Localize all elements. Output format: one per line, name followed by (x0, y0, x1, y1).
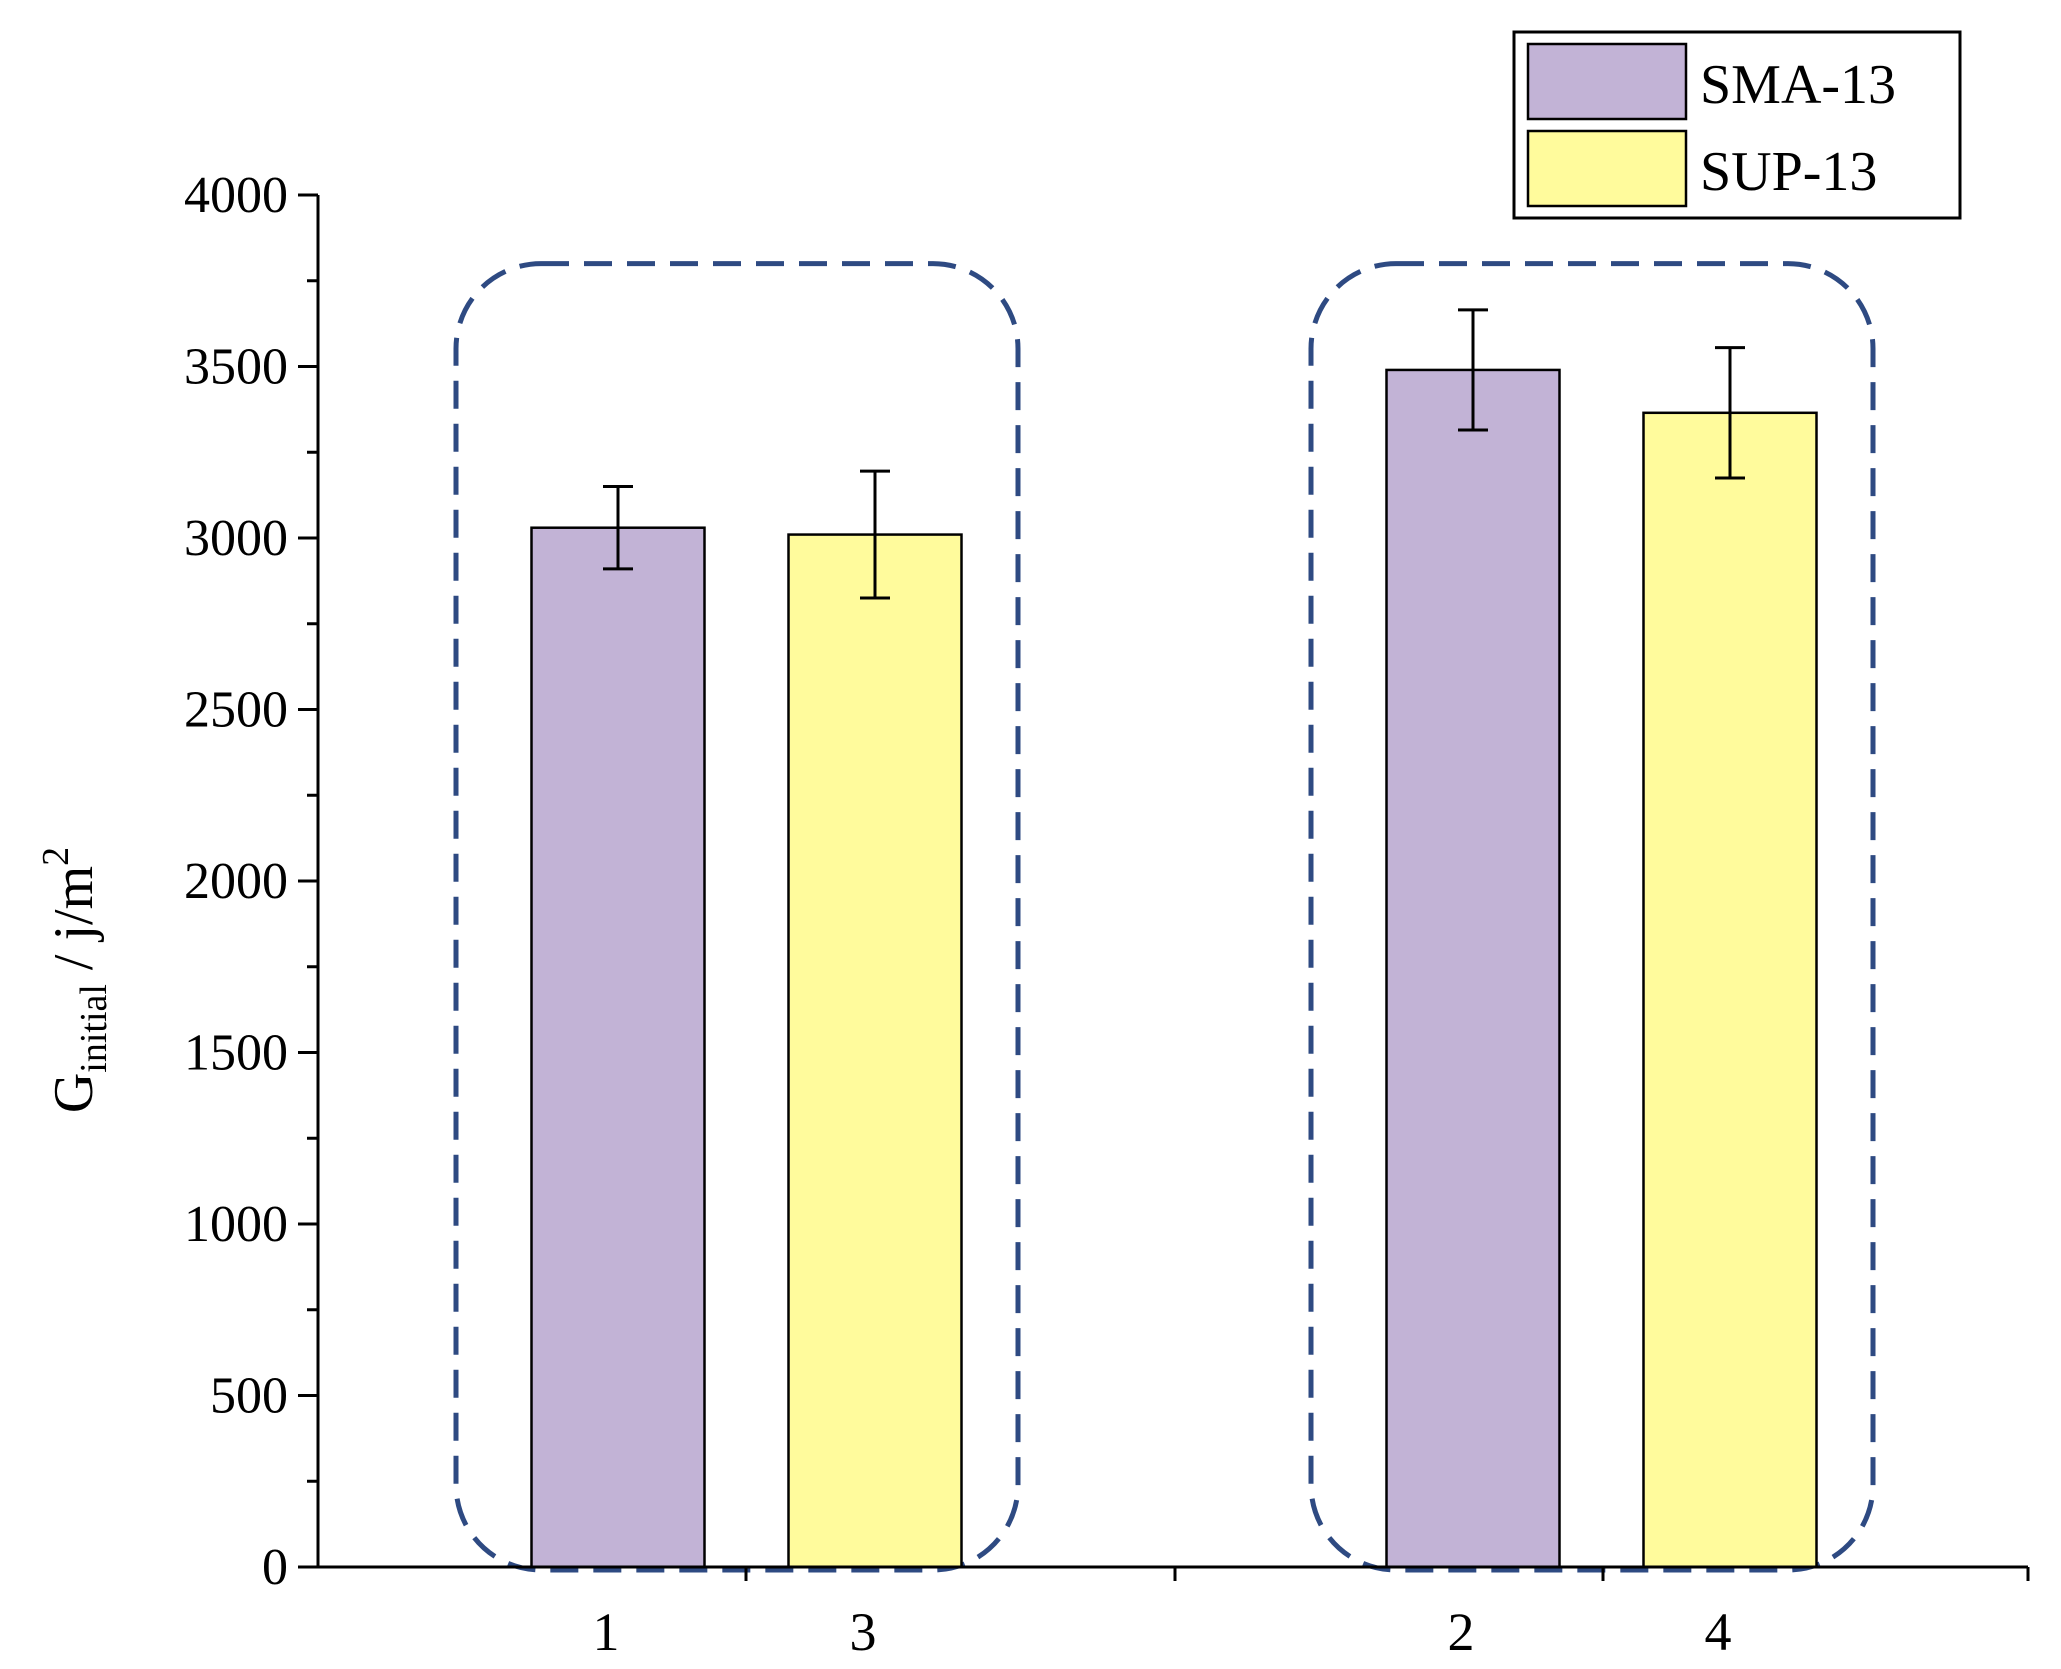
ylabel-superscript: 2 (35, 847, 77, 866)
legend: SMA-13 SUP-13 (1512, 30, 1962, 220)
ylabel-unit: / j/m (43, 866, 105, 984)
legend-swatch-sma13 (1526, 42, 1688, 121)
x-tick-label: 2 (1448, 1602, 1475, 1662)
error-bar-sma-13-1 (603, 485, 633, 571)
y-axis-ticks: 0 500 1000 1500 2000 2500 3000 3500 4000 (184, 167, 318, 1596)
group-box-2 (1308, 261, 1876, 1573)
group-boxes (453, 261, 1876, 1573)
bars (530, 368, 1818, 1569)
x-tick-label: 1 (593, 1602, 620, 1662)
ylabel-subscript: initial (73, 984, 115, 1073)
y-tick-label: 2500 (184, 682, 288, 739)
y-tick-label: 2000 (184, 853, 288, 910)
error-bar-sup-13-4 (1715, 346, 1745, 480)
y-tick-label: 500 (210, 1368, 288, 1425)
group-box-1 (453, 261, 1021, 1573)
error-bar-sma-13-2 (1458, 308, 1488, 432)
error-bar-sup-13-3 (860, 469, 890, 600)
bar-sup-13-4 (1642, 411, 1818, 1569)
bar-sup-13-3 (787, 533, 963, 1569)
x-axis-ticks: 1 3 2 4 (593, 1567, 2030, 1662)
bar-sma-13-2 (1385, 368, 1561, 1569)
y-tick-label: 1000 (184, 1196, 288, 1253)
y-tick-label: 1500 (184, 1025, 288, 1082)
x-tick-label: 3 (850, 1602, 877, 1662)
legend-label-sup13: SUP-13 (1700, 141, 1877, 203)
y-tick-label: 4000 (184, 167, 288, 224)
legend-swatch-sup13 (1526, 129, 1688, 208)
y-tick-label: 0 (262, 1539, 288, 1596)
bar-sma-13-1 (530, 526, 706, 1569)
ylabel-main: G (43, 1073, 105, 1113)
error-bars (603, 308, 1745, 600)
x-tick-label: 4 (1705, 1602, 1732, 1662)
y-axis-label: Ginitial / j/m2 (35, 847, 115, 1113)
legend-label-sma13: SMA-13 (1700, 54, 1896, 116)
y-tick-label: 3500 (184, 339, 288, 396)
y-tick-label: 3000 (184, 510, 288, 567)
